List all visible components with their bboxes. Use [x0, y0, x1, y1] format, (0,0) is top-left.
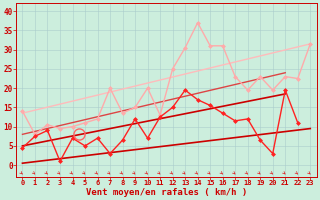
X-axis label: Vent moyen/en rafales ( km/h ): Vent moyen/en rafales ( km/h ): [86, 188, 247, 197]
